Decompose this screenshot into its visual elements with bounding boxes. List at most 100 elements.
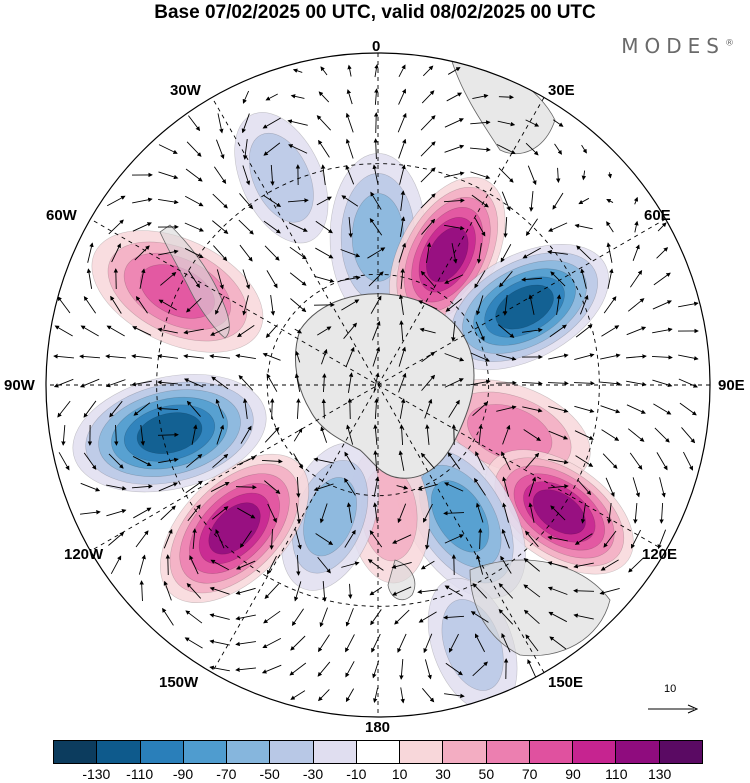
- colorbar-swatch-10: [486, 741, 530, 763]
- wind-vector-430: [347, 583, 353, 600]
- wind-vector-76: [287, 198, 309, 203]
- wind-vector-375: [580, 503, 586, 524]
- wind-vector-61: [420, 167, 436, 183]
- wind-vector-420: [600, 559, 619, 571]
- wind-vector-218: [321, 348, 328, 365]
- wind-vector-432: [392, 586, 412, 596]
- wind-vector-265: [242, 398, 248, 419]
- wind-vector-127: [476, 243, 482, 264]
- meridian-120: [90, 218, 666, 552]
- australia: [469, 559, 611, 657]
- wind-vector-245: [373, 372, 380, 393]
- wind-vector-308: [58, 452, 70, 471]
- wind-vector-134: [656, 247, 669, 259]
- wind-vector-103: [444, 224, 465, 231]
- wind-vector-146: [368, 271, 384, 287]
- wind-vector-276: [522, 406, 543, 413]
- wind-vector-74: [239, 193, 254, 210]
- wind-vector-143: [289, 272, 307, 286]
- wind-vector-151: [499, 271, 513, 288]
- wind-vector-367: [372, 502, 378, 523]
- wind-vector-398: [603, 530, 617, 548]
- wind-vector-122: [340, 249, 361, 258]
- wind-vector-436: [498, 582, 514, 599]
- new-zealand: [387, 559, 416, 601]
- colorbar-tick-label: -110: [126, 766, 154, 782]
- wind-vector-154: [580, 268, 587, 289]
- wind-vector-71: [158, 199, 179, 205]
- wind-vector-101: [399, 216, 406, 237]
- wind-vector-215: [235, 353, 256, 360]
- wind-vector-209: [79, 354, 101, 359]
- wind-vector-75: [263, 195, 282, 208]
- wind-vector-3: [374, 64, 379, 78]
- wind-vector-96: [263, 220, 281, 234]
- colorbar-swatch-13: [616, 741, 660, 763]
- wind-vector-155: [607, 268, 614, 289]
- wind-vector-456: [548, 611, 568, 623]
- wind-vector-238: [183, 378, 204, 388]
- wind-vector-69: [107, 195, 126, 207]
- wind-vector-23: [316, 115, 332, 131]
- wind-vector-406: [235, 560, 256, 570]
- wind-vector-254: [600, 381, 621, 386]
- wind-vector-357: [106, 509, 127, 517]
- wind-vector-251: [521, 381, 543, 386]
- wind-vector-404: [189, 555, 199, 575]
- wind-vector-57: [320, 164, 326, 185]
- wind-vector-289: [216, 424, 225, 445]
- wind-vector-187: [157, 327, 178, 334]
- wind-vector-188: [183, 328, 204, 335]
- wind-vector-445: [263, 610, 281, 624]
- colorbar-tick-label: 30: [435, 766, 451, 782]
- wind-vector-342: [313, 483, 334, 492]
- graticule: [46, 53, 710, 717]
- wind-vector-236: [131, 380, 152, 387]
- wind-vector-480: [399, 658, 404, 680]
- wind-vector-347: [444, 482, 464, 492]
- wind-vector-418: [547, 561, 568, 569]
- wind-vector-279: [600, 405, 621, 414]
- wind-vector-249: [470, 379, 491, 386]
- wind-vector-115: [158, 249, 179, 256]
- wind-vector-483: [472, 661, 488, 677]
- wind-vector-216: [262, 352, 281, 361]
- colorbar-swatch-12: [573, 741, 617, 763]
- wind-vector-170: [370, 295, 382, 314]
- africa: [449, 54, 556, 155]
- wind-vector-349: [502, 476, 510, 497]
- wind-vector-219: [345, 346, 355, 367]
- wind-vector-280: [626, 404, 646, 414]
- wind-vector-328: [575, 455, 594, 467]
- wind-vector-173: [445, 298, 463, 312]
- wind-vector-165: [242, 295, 249, 316]
- wind-vector-231: [651, 355, 673, 360]
- wind-vector-82: [443, 198, 465, 203]
- anomaly-12: [234, 112, 329, 244]
- wind-vector-350: [528, 476, 537, 497]
- wind-vector-300: [502, 424, 511, 445]
- wind-vector-488: [345, 688, 355, 703]
- wind-vector-261: [133, 402, 151, 416]
- colorbar-swatch-7: [356, 741, 401, 763]
- colorbar-swatch-0: [54, 741, 98, 763]
- wind-vector-278: [574, 405, 595, 413]
- wind-vector-296: [399, 424, 404, 446]
- wind-vector-301: [523, 429, 542, 442]
- antarctica: [294, 293, 475, 479]
- colorbar-swatch-3: [183, 741, 228, 763]
- wind-vector-52: [185, 168, 203, 182]
- wind-vector-148: [420, 270, 435, 287]
- wind-vector-311: [132, 456, 152, 466]
- colorbar-tick-label: 110: [605, 766, 628, 782]
- wind-vector-131: [576, 245, 592, 261]
- wind-vector-5: [422, 65, 434, 77]
- wind-vector-455: [523, 609, 540, 624]
- wind-vector-302: [548, 430, 569, 440]
- wind-vector-8: [265, 93, 278, 101]
- wind-vector-0: [292, 68, 303, 73]
- wind-vector-66: [555, 167, 561, 184]
- wind-vector-7: [242, 90, 250, 104]
- wind-vector-422: [139, 580, 144, 602]
- wind-vector-339: [235, 484, 257, 490]
